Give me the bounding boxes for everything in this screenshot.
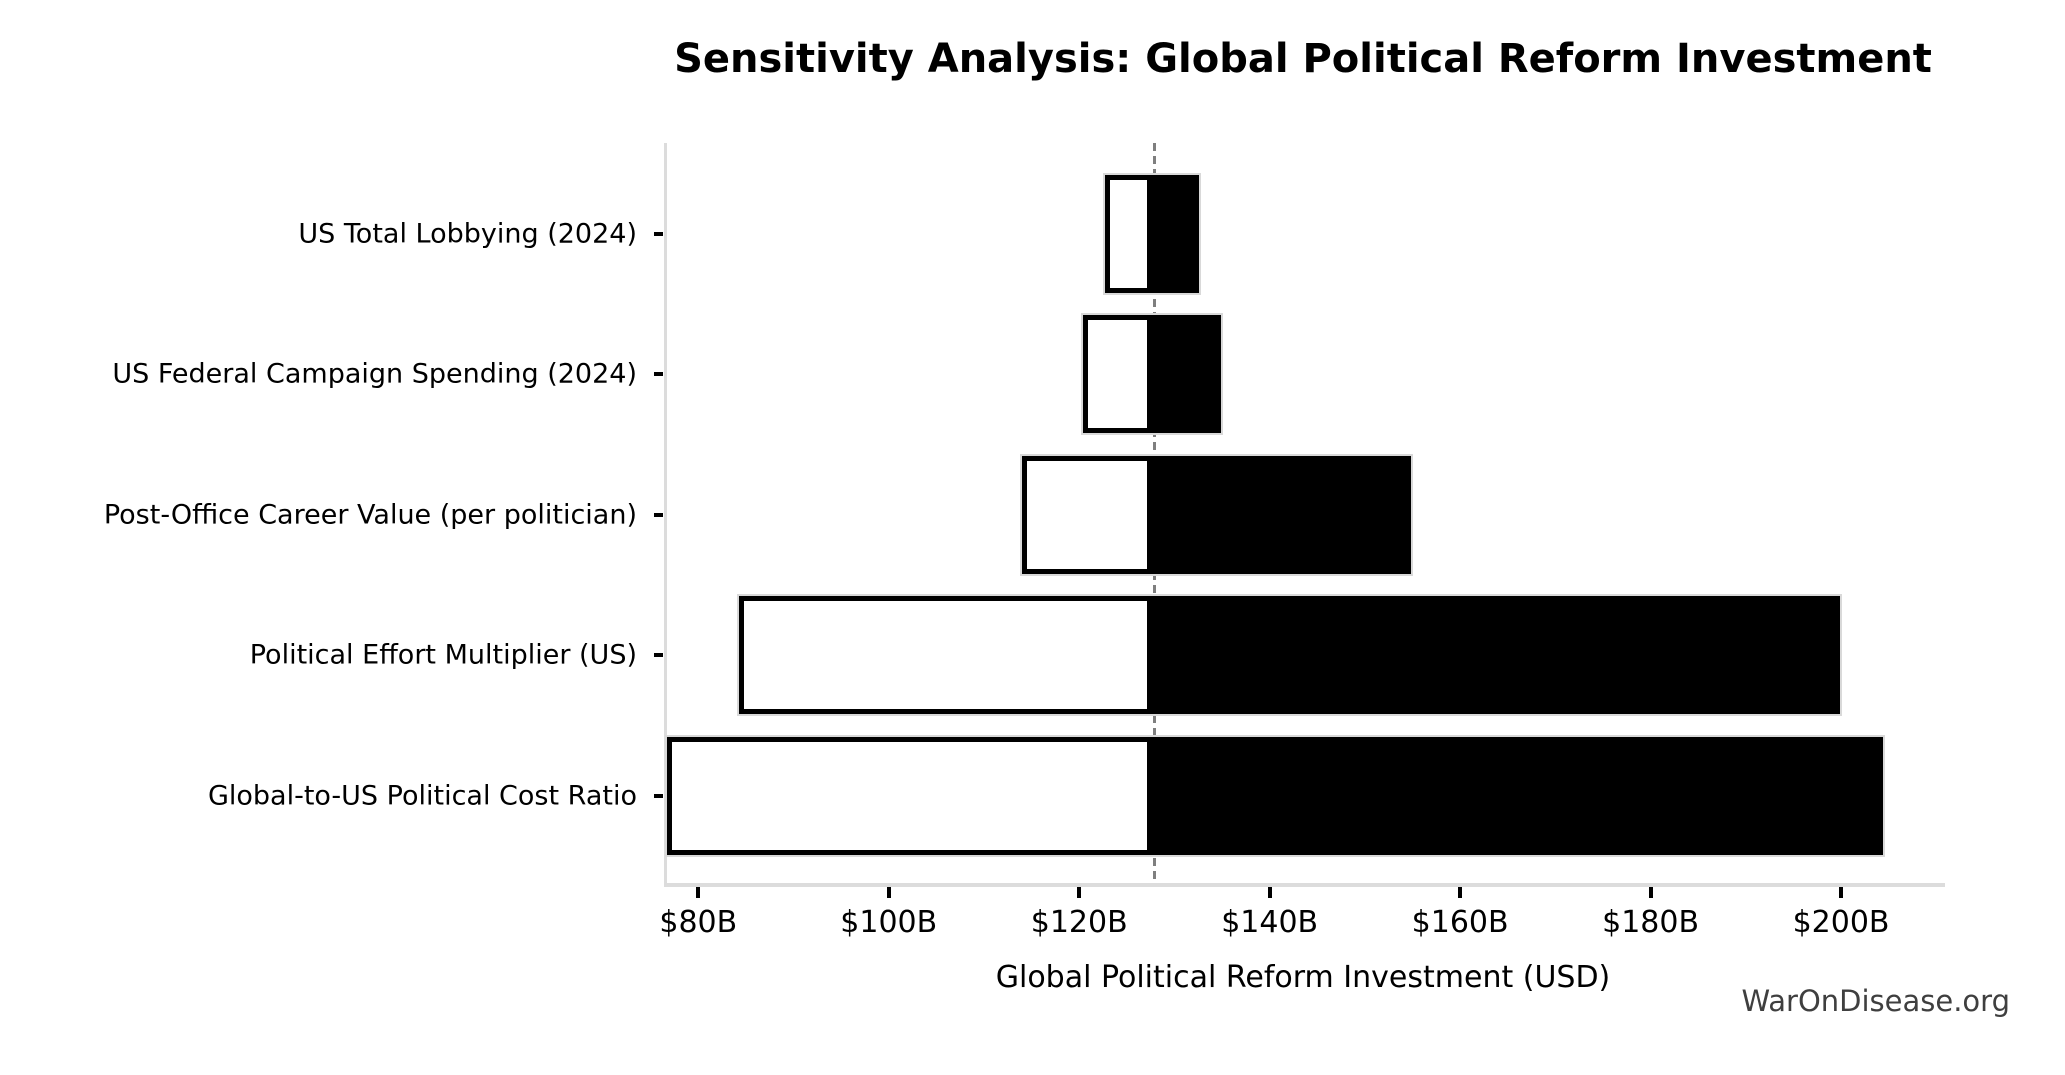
watermark: WarOnDisease.org xyxy=(1741,984,2010,1018)
chart-title: Sensitivity Analysis: Global Political R… xyxy=(674,36,1932,82)
tornado-bar-row xyxy=(664,734,1885,857)
y-axis-tick xyxy=(654,653,663,657)
y-axis-tick xyxy=(654,512,663,517)
x-axis-tick xyxy=(1648,887,1653,898)
tornado-bar-row xyxy=(737,594,1843,716)
high-estimate-bar-segment xyxy=(1151,736,1883,855)
x-tick-label: $80B xyxy=(659,905,738,940)
tornado-bar-row xyxy=(1102,172,1202,295)
tornado-bar-row xyxy=(1020,453,1413,576)
high-estimate-bar-segment xyxy=(1151,455,1411,574)
y-tick-label: Political Effort Multiplier (US) xyxy=(249,639,637,671)
low-estimate-bar-segment xyxy=(666,736,1152,855)
y-tick-label: Global-to-US Political Cost Ratio xyxy=(207,780,637,811)
tornado-bar-row xyxy=(1081,313,1224,435)
x-axis-tick xyxy=(1839,887,1844,898)
x-tick-label: $140B xyxy=(1221,905,1319,940)
high-estimate-bar-segment xyxy=(1151,315,1222,433)
x-tick-label: $100B xyxy=(840,905,938,940)
x-tick-label: $180B xyxy=(1602,905,1700,940)
x-axis-tick xyxy=(886,887,891,898)
y-tick-label: US Federal Campaign Spending (2024) xyxy=(112,358,637,390)
y-tick-label: US Total Lobbying (2024) xyxy=(298,218,637,249)
high-estimate-bar-segment xyxy=(1151,596,1841,714)
low-estimate-bar-segment xyxy=(739,596,1152,714)
low-estimate-bar-segment xyxy=(1104,174,1152,293)
x-tick-label: $120B xyxy=(1030,905,1128,940)
x-axis-tick xyxy=(1267,887,1272,898)
y-axis-tick xyxy=(654,372,663,376)
y-axis-tick xyxy=(654,793,663,798)
y-tick-label: Post-Office Career Value (per politician… xyxy=(103,499,637,530)
low-estimate-bar-segment xyxy=(1083,315,1152,433)
x-axis-tick xyxy=(1077,887,1082,898)
x-axis-tick xyxy=(696,887,701,898)
x-tick-label: $160B xyxy=(1411,905,1509,940)
x-axis-tick xyxy=(1458,887,1463,898)
y-axis-tick xyxy=(654,231,663,236)
x-axis-title: Global Political Reform Investment (USD) xyxy=(995,960,1611,995)
low-estimate-bar-segment xyxy=(1022,455,1152,574)
high-estimate-bar-segment xyxy=(1151,174,1200,293)
x-tick-label: $200B xyxy=(1792,905,1890,940)
